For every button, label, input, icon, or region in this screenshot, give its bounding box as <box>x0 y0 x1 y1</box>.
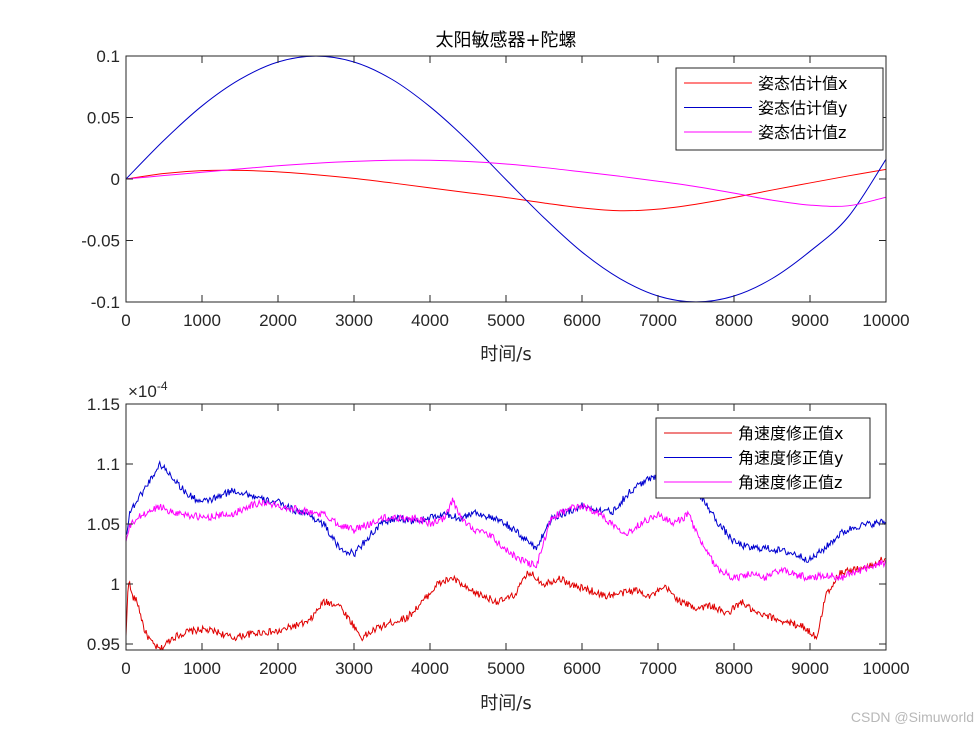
x-tick-label: 1000 <box>183 659 221 678</box>
legend-label: 姿态估计值y <box>758 99 847 118</box>
x-tick-label: 8000 <box>715 311 753 330</box>
y-tick-label: 1.1 <box>96 455 120 474</box>
x-tick-label: 5000 <box>487 311 525 330</box>
series-line <box>126 168 886 212</box>
y-tick-label: 1 <box>111 575 120 594</box>
angular-velocity-correction-chart: 0 1000 2000 3000 4000 5000 6000 7000 8000 9000 100… <box>87 379 910 714</box>
x-axis-label: 时间/s <box>480 693 531 714</box>
x-tick-label: 9000 <box>791 311 829 330</box>
x-tick-label: 6000 <box>563 659 601 678</box>
watermark: CSDN @Simuworld <box>850 709 974 725</box>
x-tick-label: 6000 <box>563 311 601 330</box>
series-line <box>126 159 886 207</box>
x-tick-label: 0 <box>121 659 130 678</box>
series-line <box>126 459 886 563</box>
x-tick-label: 4000 <box>411 311 449 330</box>
attitude-estimate-chart: 太阳敏感器+陀螺 0 1000 2000 3000 4000 5000 6000 7000 80… <box>81 30 909 365</box>
x-tick-label: 5000 <box>487 659 525 678</box>
x-tick-label: 1000 <box>183 311 221 330</box>
y-tick-label: 1.05 <box>87 515 120 534</box>
series-line <box>126 556 886 650</box>
chart-title: 太阳敏感器+陀螺 <box>435 30 576 51</box>
y-tick-label: 0 <box>111 170 120 189</box>
legend-label: 角速度修正值x <box>738 424 843 443</box>
x-tick-label: 10000 <box>862 311 909 330</box>
x-axis-label: 时间/s <box>480 344 531 365</box>
y-tick-label: 0.05 <box>87 109 120 128</box>
x-tick-label: 3000 <box>335 311 373 330</box>
series-line <box>126 497 886 582</box>
legend: 姿态估计值x 姿态估计值y 姿态估计值z <box>675 67 884 151</box>
legend: 角速度修正值x 角速度修正值y 角速度修正值z <box>655 417 871 499</box>
x-tick-label: 7000 <box>639 311 677 330</box>
x-tick-label: 7000 <box>639 659 677 678</box>
y-tick-label: -0.1 <box>91 293 120 312</box>
legend-label: 姿态估计值z <box>758 123 846 142</box>
y-tick-label: -0.05 <box>81 232 120 251</box>
exponent-label: ×10-4 <box>128 379 168 401</box>
x-tick-label: 2000 <box>259 659 297 678</box>
y-tick-label: 0.95 <box>87 635 120 654</box>
x-tick-label: 3000 <box>335 659 373 678</box>
legend-label: 角速度修正值y <box>738 449 843 468</box>
x-tick-label: 4000 <box>411 659 449 678</box>
x-tick-label: 8000 <box>715 659 753 678</box>
y-tick-label: 0.1 <box>96 47 120 66</box>
legend-label: 姿态估计值x <box>758 74 847 93</box>
series-line <box>126 56 886 302</box>
x-tick-label: 10000 <box>862 659 909 678</box>
x-tick-label: 0 <box>121 311 130 330</box>
y-tick-label: 1.15 <box>87 395 120 414</box>
legend-label: 角速度修正值z <box>738 473 842 492</box>
x-tick-label: 2000 <box>259 311 297 330</box>
legend-box <box>675 67 884 151</box>
x-tick-label: 9000 <box>791 659 829 678</box>
